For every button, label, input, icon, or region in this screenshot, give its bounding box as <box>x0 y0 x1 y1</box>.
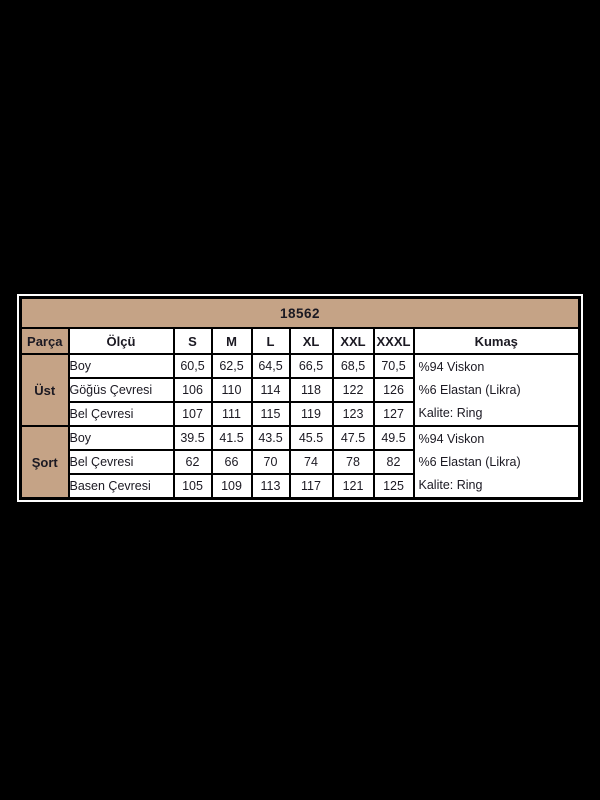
measure-value: 115 <box>250 401 291 427</box>
measure-value: 39.5 <box>172 424 213 452</box>
measure-label: Göğüs Çevresi <box>67 377 175 403</box>
col-header-kumas: Kumaş <box>412 327 581 355</box>
fabric-stack: %94 Viskon %6 Elastan (Likra) Kalite: Ri… <box>416 356 578 424</box>
col-header-parca: Parça <box>19 327 70 355</box>
measure-value: 41.5 <box>210 424 253 452</box>
measure-label: Boy <box>67 424 175 452</box>
fabric-line: Kalite: Ring <box>418 478 483 493</box>
measure-value: 123 <box>331 401 375 427</box>
measure-value: 62,5 <box>210 353 253 379</box>
measure-label: Boy <box>67 353 175 379</box>
table-row: Şort Boy 39.5 41.5 43.5 45.5 47.5 49.5 %… <box>19 424 581 500</box>
measure-value: 60,5 <box>172 353 213 379</box>
measure-value: 82 <box>372 449 415 476</box>
fabric-info-sort: %94 Viskon %6 Elastan (Likra) Kalite: Ri… <box>412 425 581 500</box>
fabric-line: %94 Viskon <box>418 431 485 446</box>
measure-label: Bel Çevresi <box>67 401 175 427</box>
measure-value: 64,5 <box>250 353 291 379</box>
size-chart-table: 18562 Parça Ölçü S M L XL XXL XXXL Kumaş… <box>19 296 581 500</box>
measure-value: 78 <box>331 449 375 476</box>
col-header-size-l: L <box>250 327 291 355</box>
measure-value: 114 <box>250 377 291 403</box>
fabric-info-ust: %94 Viskon %6 Elastan (Likra) Kalite: Ri… <box>412 353 581 427</box>
table-title-row: 18562 <box>19 296 581 329</box>
measure-value: 45.5 <box>288 424 334 452</box>
fabric-line: Kalite: Ring <box>418 406 483 421</box>
fabric-line: %6 Elastan (Likra) <box>418 382 521 397</box>
measure-value: 109 <box>210 473 253 500</box>
fabric-line: %94 Viskon <box>418 359 485 374</box>
measure-value: 70 <box>250 449 291 476</box>
measure-value: 66 <box>210 449 253 476</box>
measure-value: 68,5 <box>331 353 375 379</box>
measure-value: 62 <box>172 449 213 476</box>
measure-label: Basen Çevresi <box>67 473 175 500</box>
size-chart-frame: 18562 Parça Ölçü S M L XL XXL XXXL Kumaş… <box>17 294 583 502</box>
col-header-size-xxxl: XXXL <box>372 327 415 355</box>
measure-value: 118 <box>288 377 334 403</box>
fabric-stack: %94 Viskon %6 Elastan (Likra) Kalite: Ri… <box>416 428 578 497</box>
col-header-size-xxl: XXL <box>331 327 375 355</box>
measure-label: Bel Çevresi <box>67 449 175 476</box>
group-label-ust: Üst <box>19 353 70 427</box>
group-label-sort: Şort <box>19 425 70 500</box>
measure-value: 110 <box>210 377 253 403</box>
col-header-size-m: M <box>210 327 253 355</box>
measure-value: 66,5 <box>288 353 334 379</box>
table-row: Göğüs Çevresi 106 110 114 118 122 126 <box>21 377 580 403</box>
col-header-size-s: S <box>172 327 213 355</box>
col-header-size-xl: XL <box>288 327 334 355</box>
measure-value: 70,5 <box>372 353 415 379</box>
measure-value: 74 <box>288 449 334 476</box>
table-row: Basen Çevresi 105 109 113 117 121 125 <box>21 473 580 500</box>
col-header-olcu: Ölçü <box>67 327 175 355</box>
table-row: Üst Boy 60,5 62,5 64,5 66,5 68,5 70,5 %9… <box>19 353 581 427</box>
model-number: 18562 <box>19 296 581 329</box>
measure-value: 47.5 <box>331 424 375 452</box>
measure-value: 49.5 <box>372 424 415 452</box>
table-header-row: Parça Ölçü S M L XL XXL XXXL Kumaş <box>19 327 581 355</box>
measure-value: 113 <box>250 473 291 500</box>
measure-value: 43.5 <box>250 424 291 452</box>
measure-value: 126 <box>372 377 415 403</box>
measure-value: 121 <box>331 473 375 500</box>
measure-value: 107 <box>172 401 213 427</box>
table-row: Bel Çevresi 107 111 115 119 123 127 <box>21 401 580 427</box>
measure-value: 106 <box>172 377 213 403</box>
fabric-line: %6 Elastan (Likra) <box>418 454 521 469</box>
measure-value: 127 <box>372 401 415 427</box>
measure-value: 111 <box>210 401 253 427</box>
measure-value: 125 <box>372 473 415 500</box>
measure-value: 119 <box>288 401 334 427</box>
table-row: Bel Çevresi 62 66 70 74 78 82 <box>21 449 580 476</box>
measure-value: 122 <box>331 377 375 403</box>
measure-value: 105 <box>172 473 213 500</box>
measure-value: 117 <box>288 473 334 500</box>
